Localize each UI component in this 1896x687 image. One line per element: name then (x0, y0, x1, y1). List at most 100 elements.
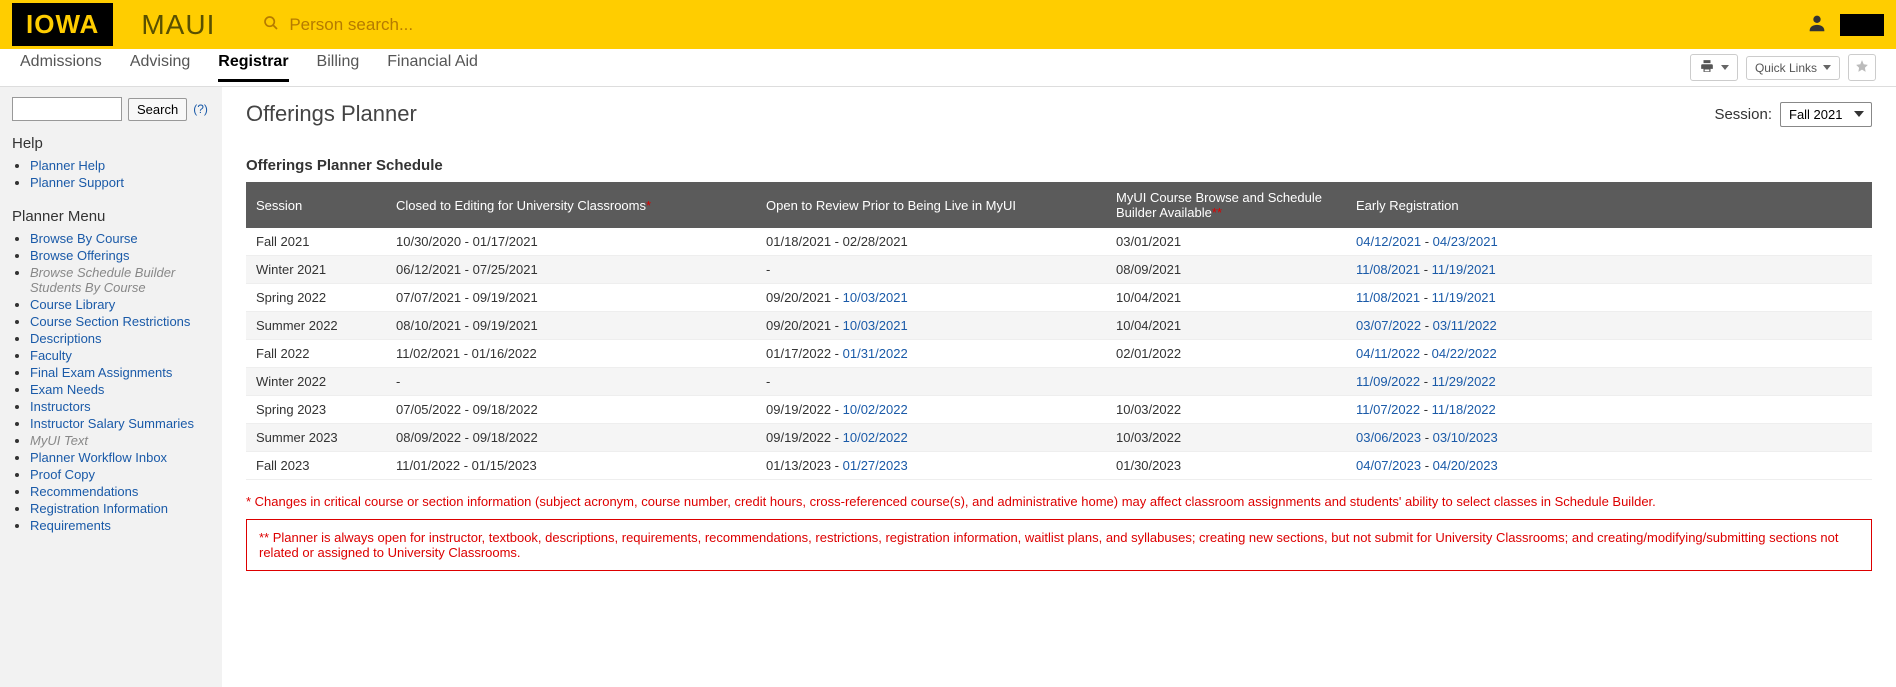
navbar-right: Quick Links (1690, 54, 1876, 81)
menu-link[interactable]: Registration Information (30, 501, 168, 516)
cell-open: 01/17/2022 - 01/31/2022 (756, 340, 1106, 368)
menu-link[interactable]: Requirements (30, 518, 111, 533)
nav-tab-billing[interactable]: Billing (317, 53, 360, 82)
list-item: Requirements (30, 518, 210, 533)
cell-myui: 01/30/2023 (1106, 452, 1346, 480)
help-link[interactable]: Planner Support (30, 175, 124, 190)
early-end-link[interactable]: 03/11/2022 (1433, 318, 1497, 333)
table-header: MyUI Course Browse and Schedule Builder … (1106, 182, 1346, 228)
cell-early: 11/08/2021 - 11/19/2021 (1346, 256, 1872, 284)
early-start-link[interactable]: 03/06/2023 (1356, 430, 1421, 445)
menu-link[interactable]: Recommendations (30, 484, 138, 499)
menu-link[interactable]: Descriptions (30, 331, 102, 346)
cell-session: Fall 2023 (246, 452, 386, 480)
favorite-button[interactable] (1848, 54, 1876, 81)
sidebar-help-icon[interactable]: (?) (193, 102, 208, 116)
early-start-link[interactable]: 04/07/2023 (1356, 458, 1421, 473)
early-start-link[interactable]: 11/08/2021 (1356, 262, 1420, 277)
early-end-link[interactable]: 03/10/2023 (1433, 430, 1498, 445)
nav-tab-financial-aid[interactable]: Financial Aid (387, 53, 478, 82)
planner-menu-list: Browse By Course Browse Offerings Browse S… (12, 231, 210, 533)
list-item: Course Library (30, 297, 210, 312)
cell-early: 11/08/2021 - 11/19/2021 (1346, 284, 1872, 312)
cell-early: 11/09/2022 - 11/29/2022 (1346, 368, 1872, 396)
table-header: Open to Review Prior to Being Live in My… (756, 182, 1106, 228)
cell-closed: 08/09/2022 - 09/18/2022 (386, 424, 756, 452)
menu-link[interactable]: Instructor Salary Summaries (30, 416, 194, 431)
topbar: IOWA MAUI (0, 0, 1896, 49)
cell-early: 03/06/2023 - 03/10/2023 (1346, 424, 1872, 452)
early-end-link[interactable]: 11/29/2022 (1432, 374, 1496, 389)
open-end-link[interactable]: 01/27/2023 (843, 458, 908, 473)
person-search-input[interactable] (289, 15, 589, 35)
cell-closed: 06/12/2021 - 07/25/2021 (386, 256, 756, 284)
quick-links-button[interactable]: Quick Links (1746, 56, 1840, 80)
navbar: Admissions Advising Registrar Billing Financ… (0, 49, 1896, 87)
open-end-link[interactable]: 01/31/2022 (843, 346, 908, 361)
list-item: Planner Workflow Inbox (30, 450, 210, 465)
cell-early: 04/11/2022 - 04/22/2022 (1346, 340, 1872, 368)
cell-open: 09/20/2021 - 10/03/2021 (756, 284, 1106, 312)
nav-tab-advising[interactable]: Advising (130, 53, 190, 82)
session-label: Session: (1714, 106, 1772, 123)
early-end-link[interactable]: 11/19/2021 (1432, 290, 1496, 305)
early-start-link[interactable]: 11/07/2022 (1356, 402, 1420, 417)
sidebar-search-row: Search (?) (12, 97, 210, 121)
early-end-link[interactable]: 04/22/2022 (1432, 346, 1497, 361)
cell-early: 03/07/2022 - 03/11/2022 (1346, 312, 1872, 340)
session-select[interactable]: Fall 2021 (1780, 102, 1872, 127)
menu-link[interactable]: Exam Needs (30, 382, 104, 397)
person-search-wrap (263, 15, 1806, 35)
list-item: Exam Needs (30, 382, 210, 397)
early-end-link[interactable]: 11/19/2021 (1432, 262, 1496, 277)
print-icon (1699, 59, 1715, 76)
cell-open: - (756, 256, 1106, 284)
early-end-link[interactable]: 04/20/2023 (1433, 458, 1498, 473)
chevron-down-icon (1721, 65, 1729, 70)
menu-link[interactable]: Planner Workflow Inbox (30, 450, 167, 465)
sidebar-search-input[interactable] (12, 97, 122, 121)
user-icon[interactable] (1806, 12, 1828, 37)
table-row: Fall 202110/30/2020 - 01/17/202101/18/20… (246, 228, 1872, 256)
user-badge[interactable] (1840, 14, 1884, 36)
early-start-link[interactable]: 04/11/2022 (1356, 346, 1420, 361)
page-header: Offerings Planner Session: Fall 2021 (246, 101, 1872, 127)
open-end-link[interactable]: 10/02/2022 (843, 430, 908, 445)
early-start-link[interactable]: 11/08/2021 (1356, 290, 1420, 305)
open-end-link[interactable]: 10/02/2022 (843, 402, 908, 417)
open-end-link[interactable]: 10/03/2021 (843, 290, 908, 305)
menu-link[interactable]: Browse By Course (30, 231, 138, 246)
cell-open: 09/19/2022 - 10/02/2022 (756, 396, 1106, 424)
early-end-link[interactable]: 11/18/2022 (1432, 402, 1496, 417)
cell-myui: 10/04/2021 (1106, 284, 1346, 312)
menu-item-muted: Browse Schedule Builder Students By Cour… (30, 265, 175, 295)
cell-session: Winter 2021 (246, 256, 386, 284)
menu-link[interactable]: Faculty (30, 348, 72, 363)
menu-link[interactable]: Course Section Restrictions (30, 314, 190, 329)
open-end-link[interactable]: 10/03/2021 (843, 318, 908, 333)
menu-link[interactable]: Proof Copy (30, 467, 95, 482)
footnote-2-box: ** Planner is always open for instructor… (246, 519, 1872, 571)
early-start-link[interactable]: 03/07/2022 (1356, 318, 1421, 333)
list-item: MyUI Text (30, 433, 210, 448)
menu-link[interactable]: Instructors (30, 399, 91, 414)
cell-session: Summer 2023 (246, 424, 386, 452)
early-start-link[interactable]: 04/12/2021 (1356, 234, 1421, 249)
list-item: Faculty (30, 348, 210, 363)
cell-open: - (756, 368, 1106, 396)
early-start-link[interactable]: 11/09/2022 (1356, 374, 1420, 389)
help-link[interactable]: Planner Help (30, 158, 105, 173)
star-icon (1855, 61, 1869, 76)
sidebar-search-button[interactable]: Search (128, 98, 187, 121)
early-end-link[interactable]: 04/23/2021 (1433, 234, 1498, 249)
nav-tab-admissions[interactable]: Admissions (20, 53, 102, 82)
table-header: Closed to Editing for University Classro… (386, 182, 756, 228)
table-row: Summer 202308/09/2022 - 09/18/202209/19/… (246, 424, 1872, 452)
menu-link[interactable]: Browse Offerings (30, 248, 129, 263)
table-row: Summer 202208/10/2021 - 09/19/202109/20/… (246, 312, 1872, 340)
session-select-wrap: Fall 2021 (1780, 102, 1872, 127)
menu-link[interactable]: Course Library (30, 297, 115, 312)
nav-tab-registrar[interactable]: Registrar (218, 53, 288, 82)
menu-link[interactable]: Final Exam Assignments (30, 365, 172, 380)
print-button[interactable] (1690, 54, 1738, 81)
